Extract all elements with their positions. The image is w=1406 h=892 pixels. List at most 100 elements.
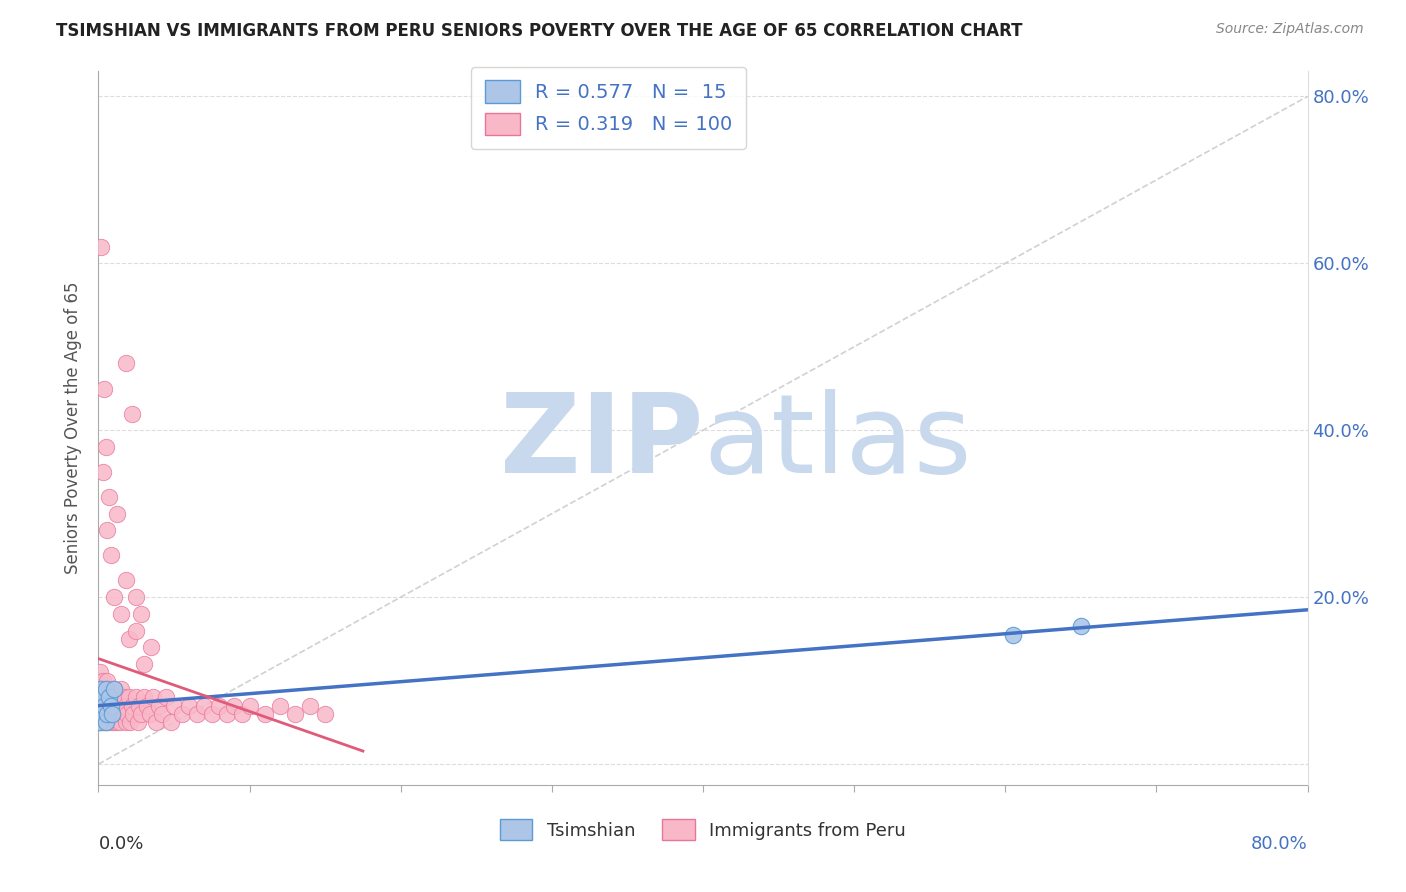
Point <box>135 698 157 713</box>
Point <box>118 690 141 705</box>
Point <box>112 690 135 705</box>
Point <box>120 715 142 730</box>
Point <box>314 706 336 721</box>
Point <box>115 706 138 721</box>
Point <box>91 673 114 688</box>
Point <box>94 715 117 730</box>
Point <box>87 681 110 696</box>
Point <box>104 690 127 705</box>
Point <box>163 698 186 713</box>
Point <box>101 706 124 721</box>
Point <box>129 706 152 721</box>
Point <box>104 706 127 721</box>
Point <box>193 698 215 713</box>
Point <box>90 681 112 696</box>
Text: Source: ZipAtlas.com: Source: ZipAtlas.com <box>1216 22 1364 37</box>
Point <box>231 706 253 721</box>
Point <box>284 706 307 721</box>
Point <box>139 706 162 721</box>
Point <box>89 690 111 705</box>
Point <box>87 690 110 705</box>
Point <box>121 698 143 713</box>
Point <box>101 706 124 721</box>
Point <box>90 706 112 721</box>
Point <box>91 690 114 705</box>
Text: 80.0%: 80.0% <box>1251 835 1308 853</box>
Point <box>100 690 122 705</box>
Point <box>170 706 193 721</box>
Point <box>89 715 111 730</box>
Point <box>94 440 117 454</box>
Point <box>114 574 136 588</box>
Point <box>91 465 114 479</box>
Point <box>105 715 128 730</box>
Point <box>87 715 110 730</box>
Point <box>91 698 114 713</box>
Point <box>150 706 173 721</box>
Point <box>105 698 128 713</box>
Y-axis label: Seniors Poverty Over the Age of 65: Seniors Poverty Over the Age of 65 <box>65 282 83 574</box>
Point <box>1070 619 1092 633</box>
Point <box>94 681 117 696</box>
Point <box>108 715 131 730</box>
Point <box>91 715 114 730</box>
Point <box>118 632 141 646</box>
Point <box>100 715 122 730</box>
Point <box>93 715 115 730</box>
Point <box>239 698 262 713</box>
Point <box>103 681 125 696</box>
Point <box>96 706 118 721</box>
Point <box>128 698 150 713</box>
Point <box>91 706 114 721</box>
Point <box>201 706 224 721</box>
Point <box>103 681 125 696</box>
Point <box>114 698 136 713</box>
Point <box>98 706 121 721</box>
Point <box>125 624 148 638</box>
Point <box>90 239 112 253</box>
Point <box>224 698 246 713</box>
Text: TSIMSHIAN VS IMMIGRANTS FROM PERU SENIORS POVERTY OVER THE AGE OF 65 CORRELATION: TSIMSHIAN VS IMMIGRANTS FROM PERU SENIOR… <box>56 22 1022 40</box>
Point <box>121 407 143 421</box>
Legend: Tsimshian, Immigrants from Peru: Tsimshian, Immigrants from Peru <box>492 812 914 847</box>
Text: 0.0%: 0.0% <box>98 835 143 853</box>
Point <box>155 690 177 705</box>
Point <box>91 690 114 705</box>
Point <box>186 706 208 721</box>
Point <box>132 690 155 705</box>
Point <box>215 706 238 721</box>
Point <box>129 607 152 621</box>
Point <box>101 698 124 713</box>
Point <box>103 590 125 604</box>
Point <box>132 657 155 671</box>
Point <box>93 698 115 713</box>
Point <box>98 681 121 696</box>
Point <box>87 706 110 721</box>
Point <box>98 698 121 713</box>
Point <box>269 698 291 713</box>
Point <box>100 549 122 563</box>
Point <box>89 698 111 713</box>
Text: ZIP: ZIP <box>499 389 703 496</box>
Point <box>110 681 132 696</box>
Point <box>141 640 163 655</box>
Point <box>94 698 117 713</box>
Point <box>122 706 145 721</box>
Point <box>89 665 111 680</box>
Point <box>96 715 118 730</box>
Point <box>96 524 118 538</box>
Point <box>100 698 122 713</box>
Point <box>110 698 132 713</box>
Point <box>1001 628 1024 642</box>
Point <box>96 673 118 688</box>
Point <box>98 490 121 504</box>
Point <box>142 690 165 705</box>
Point <box>89 715 111 730</box>
Point <box>93 690 115 705</box>
Point <box>253 706 276 721</box>
Point <box>90 698 112 713</box>
Point <box>148 698 170 713</box>
Point <box>98 690 121 705</box>
Point <box>94 706 117 721</box>
Point <box>105 507 128 521</box>
